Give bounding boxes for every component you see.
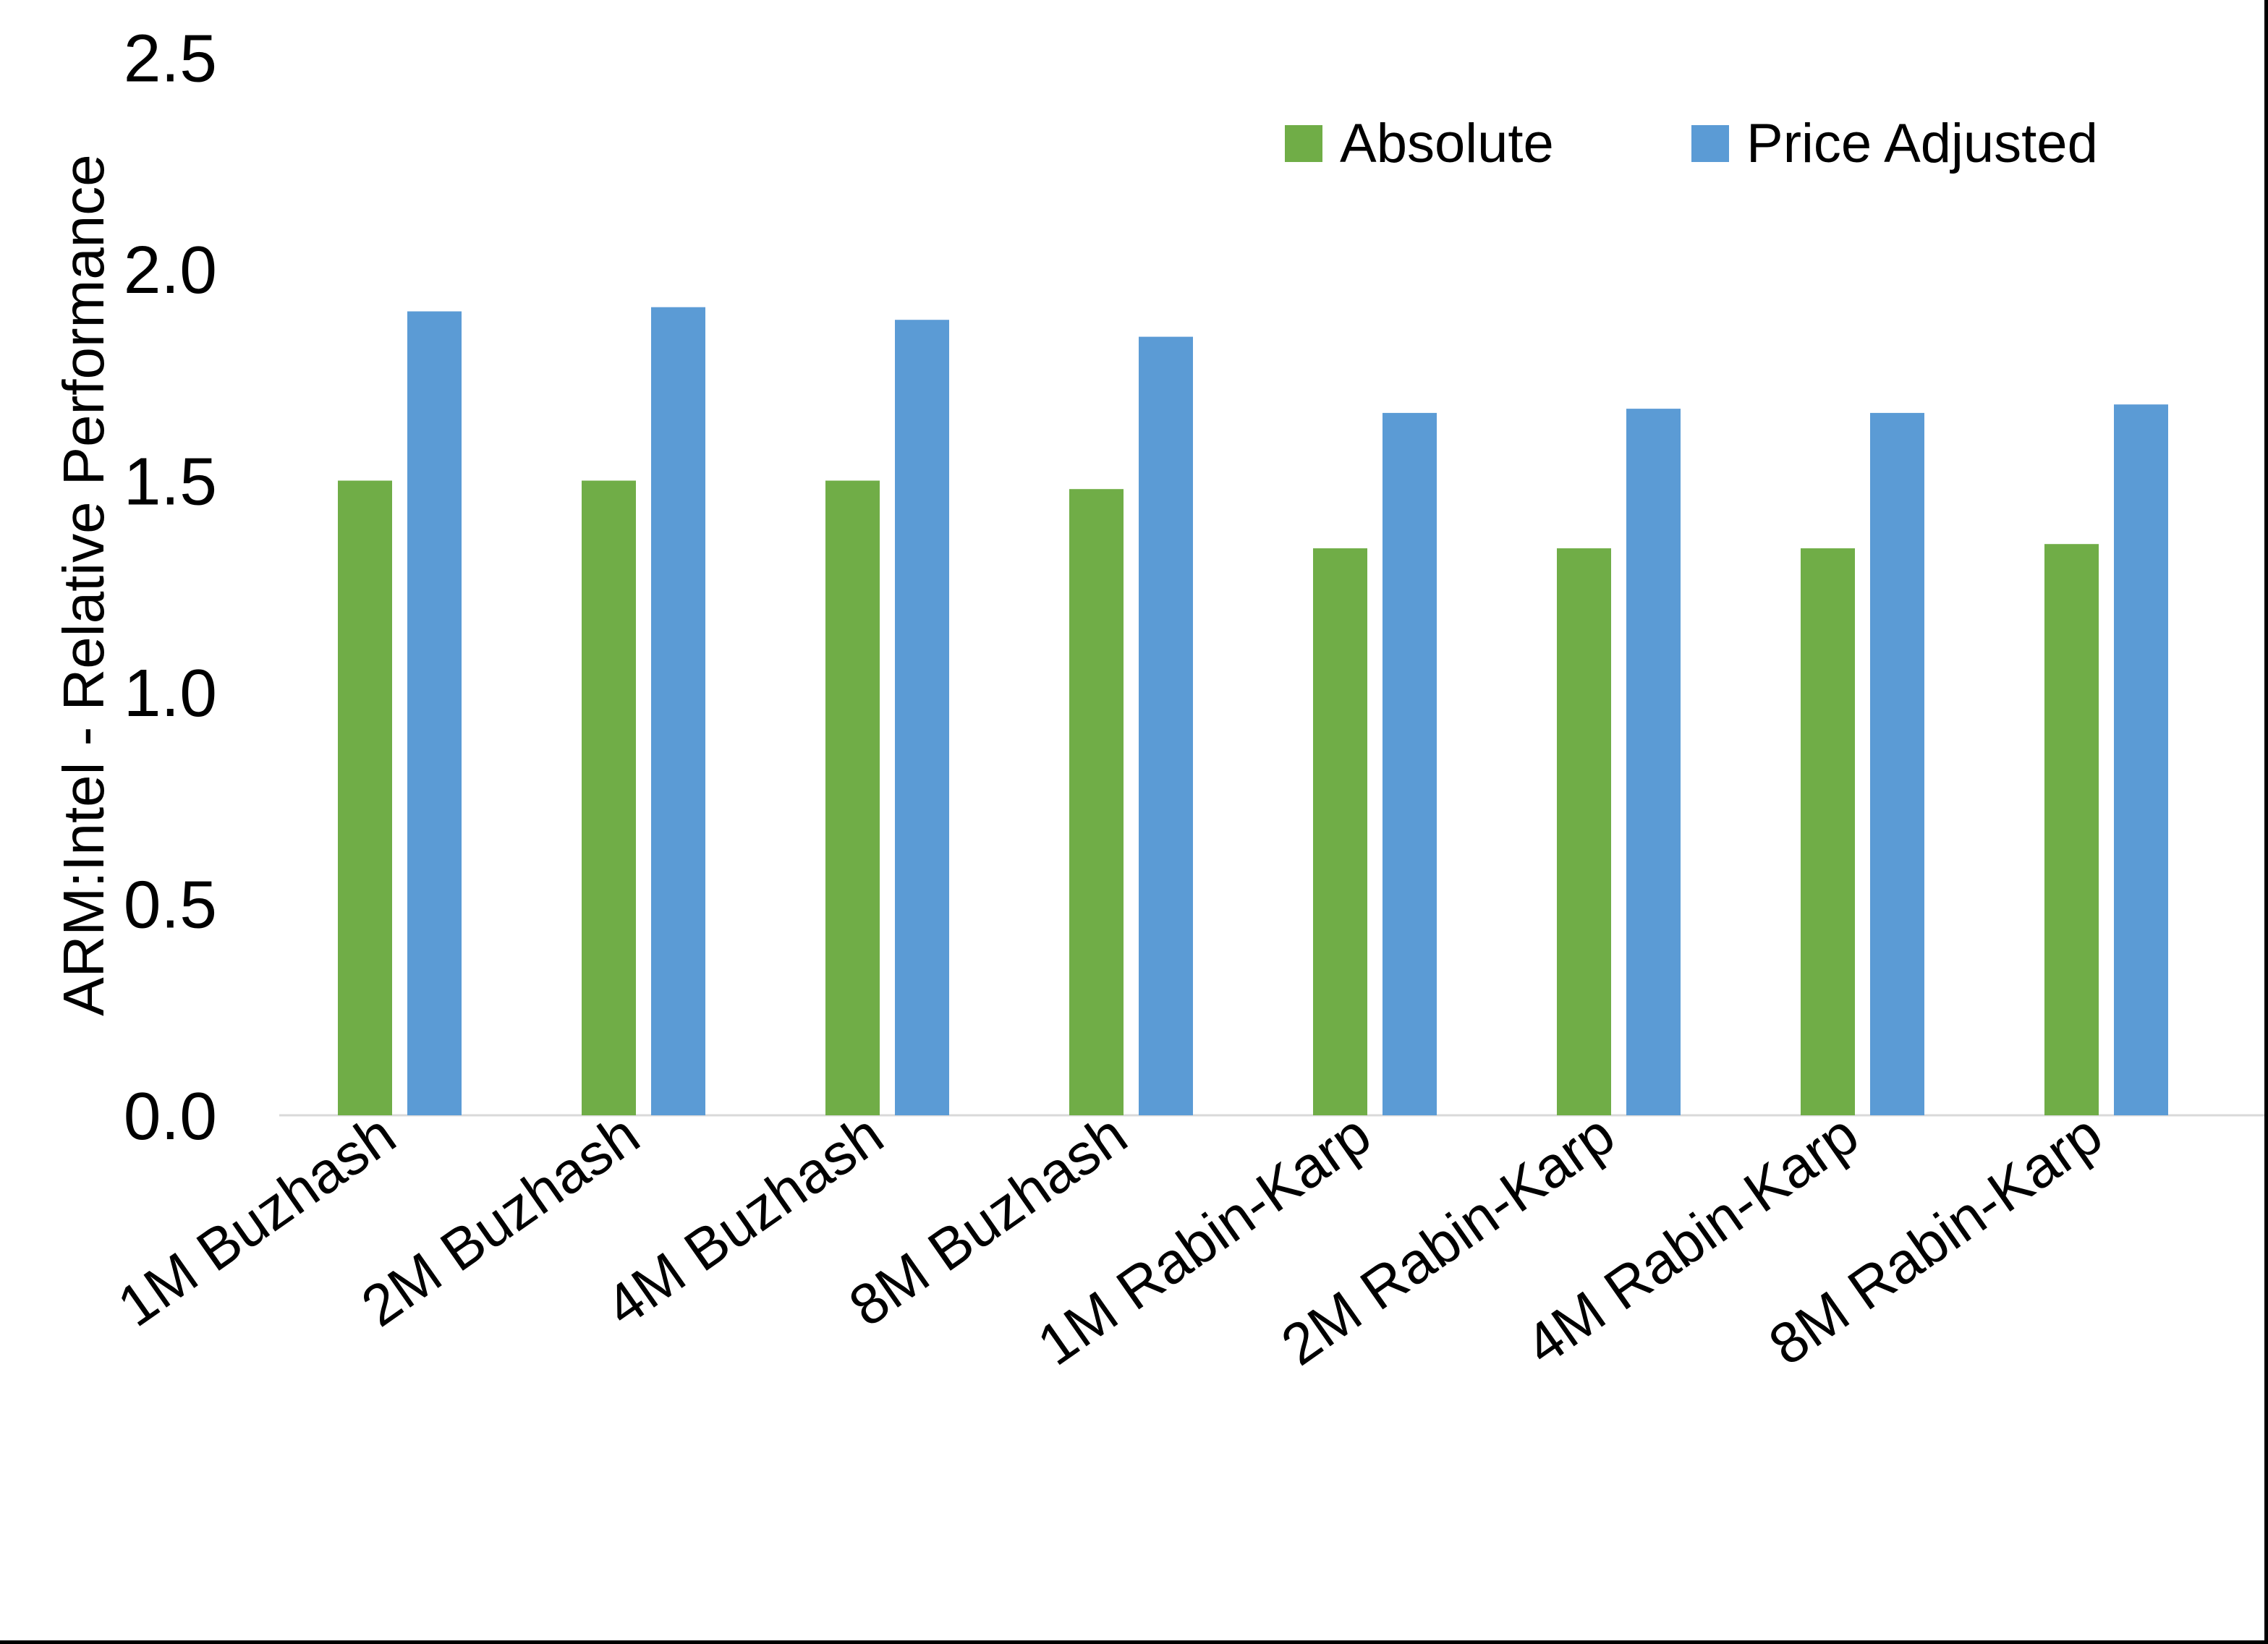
svg-text:2.0: 2.0 xyxy=(124,232,217,307)
svg-text:Absolute: Absolute xyxy=(1340,113,1554,174)
svg-text:1.0: 1.0 xyxy=(124,655,217,731)
svg-text:0.0: 0.0 xyxy=(124,1078,217,1154)
svg-text:ARM:Intel - Relative Performan: ARM:Intel - Relative Performance xyxy=(51,154,116,1016)
svg-text:1.5: 1.5 xyxy=(124,444,217,519)
svg-text:Price Adjusted: Price Adjusted xyxy=(1746,113,2098,174)
svg-text:0.5: 0.5 xyxy=(124,867,217,942)
svg-text:2.5: 2.5 xyxy=(124,21,217,96)
